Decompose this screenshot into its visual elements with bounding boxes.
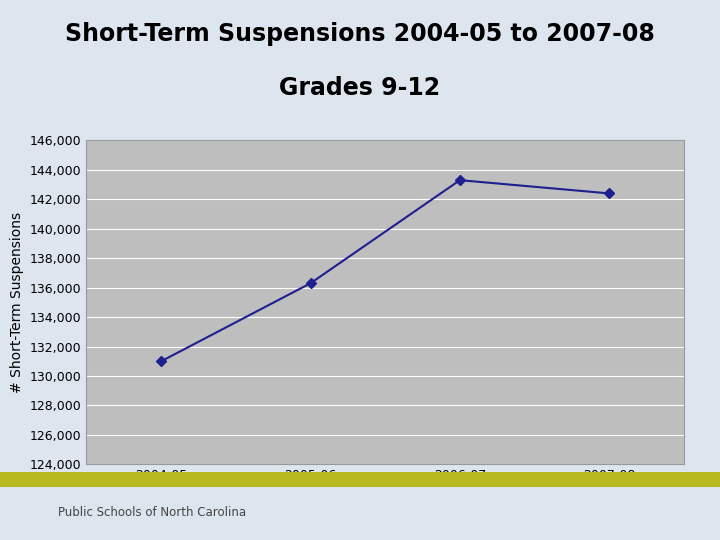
Text: Public Schools of North Carolina: Public Schools of North Carolina bbox=[58, 507, 246, 519]
Y-axis label: # Short-Term Suspensions: # Short-Term Suspensions bbox=[10, 212, 24, 393]
Text: Grades 9-12: Grades 9-12 bbox=[279, 76, 441, 99]
Text: Short-Term Suspensions 2004-05 to 2007-08: Short-Term Suspensions 2004-05 to 2007-0… bbox=[65, 22, 655, 45]
